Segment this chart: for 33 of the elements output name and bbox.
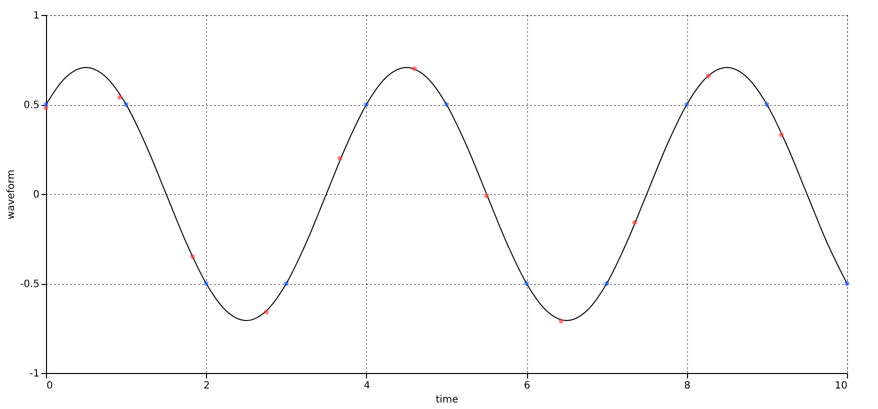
y-axis-title: waveform [6,170,17,220]
point [684,101,690,108]
point [363,101,370,108]
point [524,280,530,287]
point [116,94,123,101]
point [706,72,712,80]
y-tick-label: 1 [33,10,40,22]
y-tick-label: -1 [30,368,40,380]
x-tick-label: 0 [46,380,53,392]
point [337,154,343,162]
x-tick-label: 2 [204,380,210,392]
point [412,65,418,72]
point [558,318,564,324]
point [190,253,196,260]
x-tick-label: 6 [524,380,530,392]
x-tick-label: 10 [834,380,848,392]
point [764,101,770,108]
point [263,308,270,316]
y-tick-label: -0.5 [20,279,40,290]
x-tick-label: 4 [364,380,370,392]
point [444,101,450,108]
point [632,219,638,226]
y-tick-label: 0.5 [24,100,40,111]
point [203,280,210,287]
x-tick-label: 8 [684,380,690,392]
point [283,280,290,287]
point [604,280,610,287]
y-tick-label: 0 [33,190,40,200]
point [844,280,850,287]
point [123,101,130,108]
point [778,132,784,138]
point [484,192,490,200]
x-axis-title: time [436,394,458,406]
